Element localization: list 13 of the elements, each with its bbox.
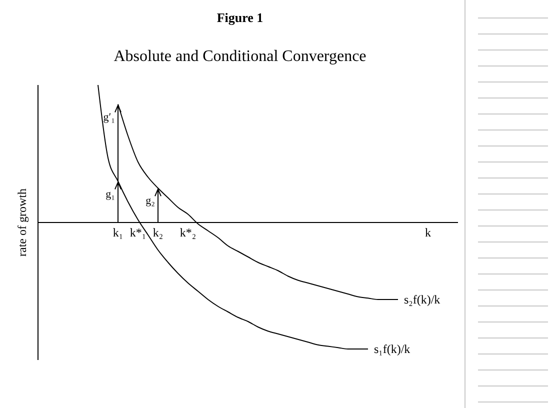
chart-subtitle: Absolute and Conditional Convergence xyxy=(112,48,368,66)
x-tick-label: k*₁ xyxy=(130,226,146,240)
x-tick-label: k₂ xyxy=(152,226,164,240)
x-tick-label: k₁ xyxy=(112,226,124,240)
annotation: g₂ xyxy=(146,195,156,208)
annotation: g₁ xyxy=(106,188,116,200)
chart-title: Figure 1 xyxy=(216,10,264,26)
series-label: s₂f(k)/k xyxy=(404,292,440,306)
x-tick-label: k*₂ xyxy=(180,226,196,240)
series-label: s₁f(k)/k xyxy=(374,342,410,356)
annotation: g′₁ xyxy=(103,111,116,124)
y-axis-title: rate of growth xyxy=(15,188,29,256)
x-tick-label: k xyxy=(425,226,431,240)
